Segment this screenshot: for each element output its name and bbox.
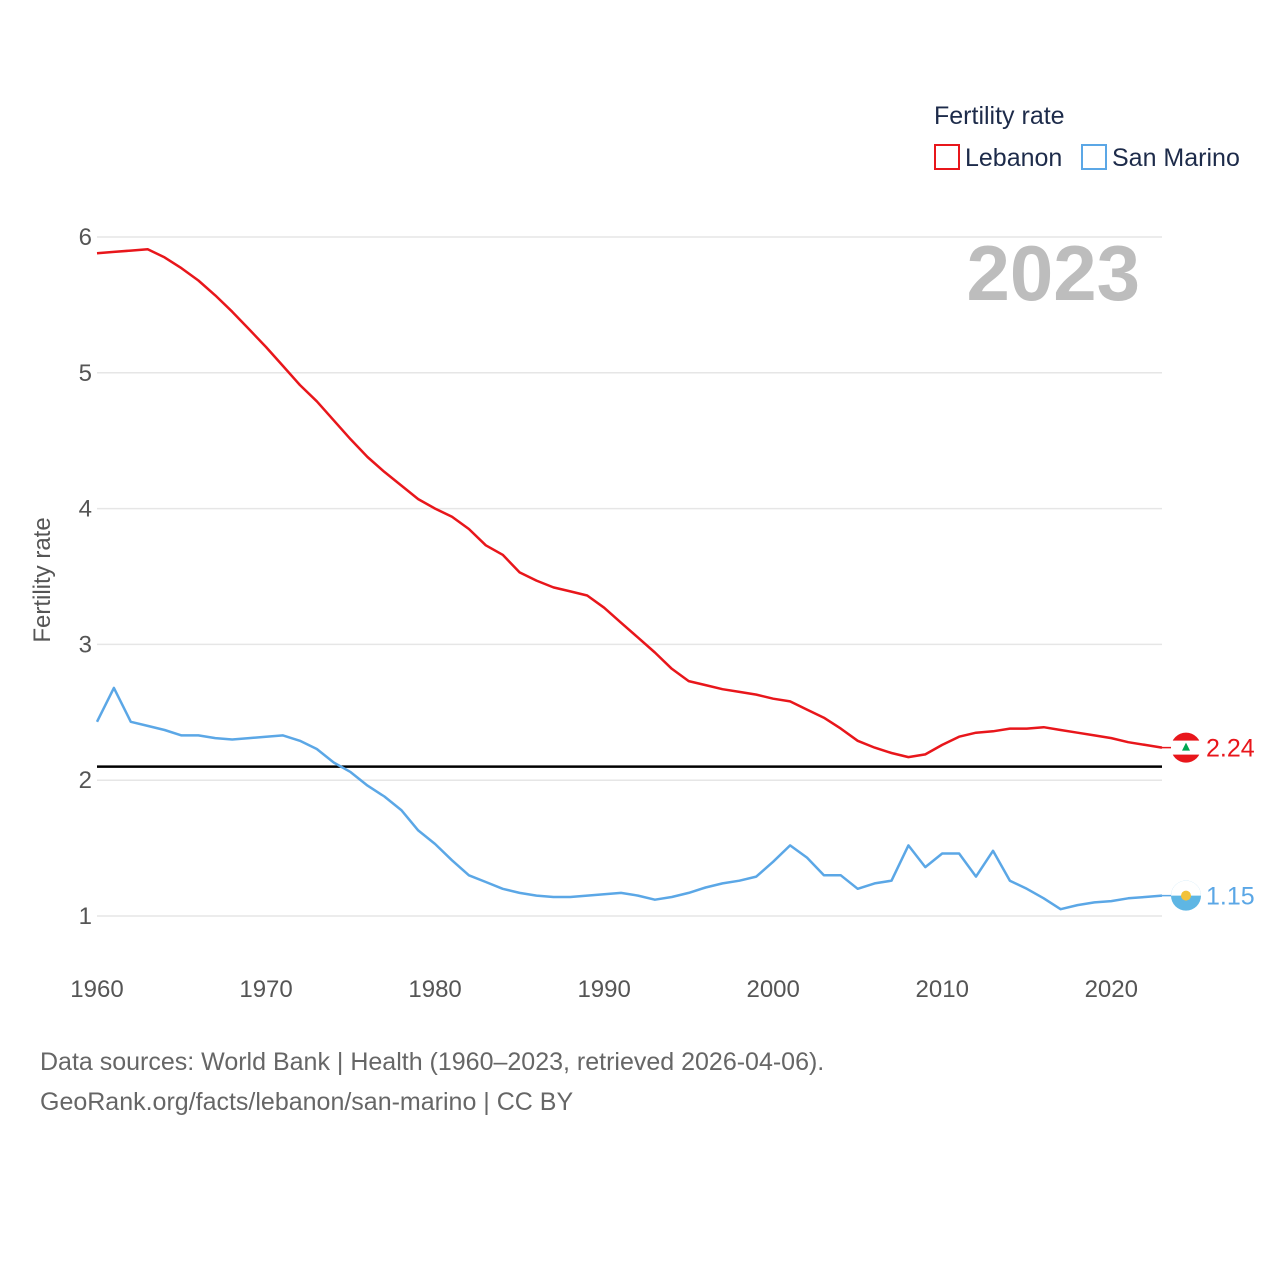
legend: Fertility rate Lebanon San Marino [934, 102, 1240, 172]
y-tick-label: 5 [79, 360, 92, 387]
legend-label-lebanon: Lebanon [965, 144, 1062, 172]
y-axis-title: Fertility rate [29, 517, 56, 642]
x-tick-label: 2000 [746, 976, 799, 1003]
legend-swatch-san-marino [1081, 144, 1107, 170]
y-axis-ticks: 1 2 3 4 5 6 [79, 224, 92, 930]
source-line-2: GeoRank.org/facts/lebanon/san-marino | C… [40, 1088, 574, 1116]
x-tick-label: 2010 [916, 976, 969, 1003]
x-tick-label: 1980 [408, 976, 461, 1003]
source-line-1: Data sources: World Bank | Health (1960–… [40, 1048, 825, 1076]
legend-title: Fertility rate [934, 102, 1065, 130]
end-label-lebanon: 2.24 [1206, 735, 1255, 763]
end-label-san-marino: 1.15 [1206, 883, 1255, 911]
x-tick-label: 1990 [577, 976, 630, 1003]
series-line-lebanon [96, 247, 1163, 759]
year-label: 2023 [966, 229, 1140, 317]
flag-san-marino [1162, 880, 1201, 911]
series-line-san-marino [95, 686, 1163, 911]
end-markers: 2.24 1.15 [1162, 732, 1255, 911]
legend-swatch-lebanon [934, 144, 960, 170]
source-note: Data sources: World Bank | Health (1960–… [40, 1042, 824, 1122]
x-tick-label: 1970 [239, 976, 292, 1003]
x-tick-label: 1960 [70, 976, 123, 1003]
y-tick-label: 1 [79, 903, 92, 930]
gridlines [97, 236, 1162, 917]
y-tick-label: 2 [79, 767, 92, 794]
x-axis-ticks: 1960 1970 1980 1990 2000 2010 2020 [70, 976, 1138, 1003]
y-tick-label: 4 [79, 496, 92, 523]
legend-label-san-marino: San Marino [1112, 144, 1240, 172]
y-tick-label: 3 [79, 631, 92, 658]
y-tick-label: 6 [79, 224, 92, 251]
flag-lebanon [1162, 732, 1201, 763]
series-lines [95, 247, 1163, 911]
x-tick-label: 2020 [1085, 976, 1138, 1003]
